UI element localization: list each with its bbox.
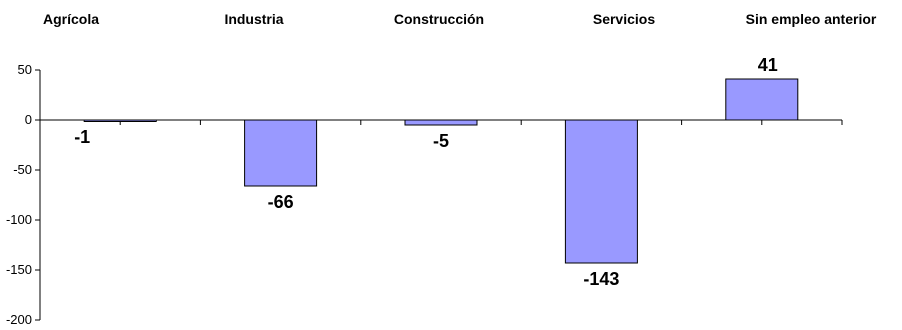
bar-5 (725, 78, 799, 121)
category-label-sin-empleo-anterior: Sin empleo anterior (746, 11, 877, 27)
category-labels: Agrícola Industria Construcción Servicio… (43, 11, 877, 27)
data-label-5: 41 (758, 55, 778, 75)
y-axis: 50 0 -50 -100 -150 -200 (6, 62, 41, 327)
y-tick-label: 0 (25, 112, 32, 127)
category-label-industria: Industria (224, 11, 283, 27)
data-label-3: -5 (433, 131, 449, 151)
bar-3 (404, 119, 478, 126)
bar-2 (244, 119, 318, 187)
y-tick-label: 50 (18, 62, 32, 77)
bars (83, 78, 799, 264)
data-label-1: -1 (74, 127, 90, 147)
y-tick-label: -200 (6, 312, 32, 327)
category-label-servicios: Servicios (593, 11, 655, 27)
y-tick-label: -50 (13, 162, 32, 177)
data-label-4: -143 (583, 269, 619, 289)
bar-1 (83, 119, 157, 122)
y-tick-label: -150 (6, 262, 32, 277)
category-label-construccion: Construcción (394, 11, 484, 27)
category-label-agricola: Agrícola (43, 11, 99, 27)
data-labels: -1 -66 -5 -143 41 (74, 55, 778, 289)
bar-4 (564, 119, 638, 264)
data-label-2: -66 (268, 192, 294, 212)
y-tick-label: -100 (6, 212, 32, 227)
